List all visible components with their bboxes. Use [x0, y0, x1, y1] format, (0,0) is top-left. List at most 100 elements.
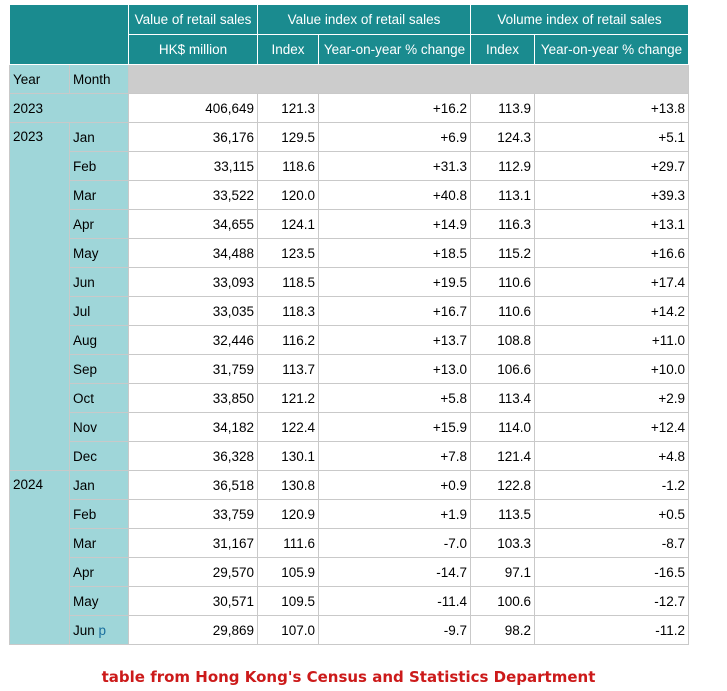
- value-yoy-cell: +13.7: [318, 325, 471, 355]
- volume-index-cell: 122.8: [470, 470, 535, 500]
- header-volume-index-index: Index: [470, 34, 535, 65]
- month-cell: Feb: [69, 499, 129, 529]
- value-index-cell: 122.4: [257, 412, 319, 442]
- header-value-index-index: Index: [257, 34, 319, 65]
- header-value-index: Value index of retail sales: [257, 4, 471, 35]
- table-row: Apr 34,655 124.1 +14.9 116.3 +13.1: [10, 209, 689, 239]
- value-yoy-cell: +1.9: [318, 499, 471, 529]
- month-label: Mar: [73, 535, 97, 551]
- month-label: Apr: [73, 564, 95, 580]
- volume-yoy-cell: +2.9: [534, 383, 689, 413]
- month-label: Feb: [73, 158, 97, 174]
- header-grey-band: [128, 64, 689, 94]
- annual-value-yoy: +16.2: [318, 93, 471, 123]
- month-label: Nov: [73, 419, 98, 435]
- table-caption: table from Hong Kong's Census and Statis…: [101, 668, 596, 686]
- month-cell: Jun p: [69, 615, 129, 645]
- value-cell: 36,518: [128, 470, 258, 500]
- table-row: Nov 34,182 122.4 +15.9 114.0 +12.4: [10, 412, 689, 442]
- volume-yoy-cell: +5.1: [534, 122, 689, 152]
- volume-index-cell: 100.6: [470, 586, 535, 616]
- table-row: Oct 33,850 121.2 +5.8 113.4 +2.9: [10, 383, 689, 413]
- annual-volume-yoy: +13.8: [534, 93, 689, 123]
- volume-index-cell: 106.6: [470, 354, 535, 384]
- table-row-annual: 2023 406,649 121.3 +16.2 113.9 +13.8: [9, 93, 689, 123]
- volume-index-cell: 113.1: [470, 180, 535, 210]
- header-volume-index: Volume index of retail sales: [470, 4, 689, 35]
- month-cell: Feb: [69, 151, 129, 181]
- header-row-groups: Value of retail sales Value index of ret…: [9, 4, 689, 65]
- volume-yoy-cell: +11.0: [534, 325, 689, 355]
- month-cell: Jun: [69, 267, 129, 297]
- volume-yoy-cell: +16.6: [534, 238, 689, 268]
- header-hk-million: HK$ million: [128, 34, 258, 65]
- table-row: Feb 33,115 118.6 +31.3 112.9 +29.7: [10, 151, 689, 181]
- value-yoy-cell: +19.5: [318, 267, 471, 297]
- header-month: Month: [69, 64, 129, 94]
- value-index-cell: 116.2: [257, 325, 319, 355]
- value-yoy-cell: +18.5: [318, 238, 471, 268]
- volume-yoy-cell: +0.5: [534, 499, 689, 529]
- volume-yoy-cell: -11.2: [534, 615, 689, 645]
- value-yoy-cell: -7.0: [318, 528, 471, 558]
- volume-yoy-cell: +13.1: [534, 209, 689, 239]
- header-row-labels: Year Month: [9, 64, 689, 94]
- value-yoy-cell: -14.7: [318, 557, 471, 587]
- month-label: Jan: [73, 477, 95, 493]
- value-index-cell: 109.5: [257, 586, 319, 616]
- volume-yoy-cell: +29.7: [534, 151, 689, 181]
- value-yoy-cell: +7.8: [318, 441, 471, 471]
- volume-index-cell: 98.2: [470, 615, 535, 645]
- value-yoy-cell: +5.8: [318, 383, 471, 413]
- month-label: Sep: [73, 361, 98, 377]
- value-cell: 34,488: [128, 238, 258, 268]
- month-label: Dec: [73, 448, 98, 464]
- value-yoy-cell: -9.7: [318, 615, 471, 645]
- month-cell: Oct: [69, 383, 129, 413]
- value-index-cell: 113.7: [257, 354, 319, 384]
- value-index-cell: 107.0: [257, 615, 319, 645]
- month-label: Feb: [73, 506, 97, 522]
- table-row: Jun p 29,869 107.0 -9.7 98.2 -11.2: [10, 615, 689, 645]
- month-label: Apr: [73, 216, 95, 232]
- provisional-flag: p: [98, 622, 107, 638]
- month-label: Jan: [73, 129, 95, 145]
- volume-index-cell: 121.4: [470, 441, 535, 471]
- value-yoy-cell: +15.9: [318, 412, 471, 442]
- month-cell: Jan: [69, 122, 129, 152]
- volume-index-cell: 124.3: [470, 122, 535, 152]
- table-row: Feb 33,759 120.9 +1.9 113.5 +0.5: [10, 499, 689, 529]
- volume-index-cell: 110.6: [470, 296, 535, 326]
- value-yoy-cell: -11.4: [318, 586, 471, 616]
- volume-index-cell: 110.6: [470, 267, 535, 297]
- month-label: Jun: [73, 622, 95, 638]
- value-cell: 34,655: [128, 209, 258, 239]
- volume-index-cell: 114.0: [470, 412, 535, 442]
- value-cell: 31,167: [128, 528, 258, 558]
- table-row: Jun 33,093 118.5 +19.5 110.6 +17.4: [10, 267, 689, 297]
- value-yoy-cell: +40.8: [318, 180, 471, 210]
- table-row: Mar 31,167 111.6 -7.0 103.3 -8.7: [10, 528, 689, 558]
- volume-index-cell: 103.3: [470, 528, 535, 558]
- month-cell: Jul: [69, 296, 129, 326]
- month-label: Jul: [73, 303, 91, 319]
- month-label: May: [73, 245, 99, 261]
- retail-sales-table: Value of retail sales Value index of ret…: [9, 4, 689, 645]
- table-row: Jul 33,035 118.3 +16.7 110.6 +14.2: [10, 296, 689, 326]
- volume-yoy-cell: +17.4: [534, 267, 689, 297]
- month-label: Aug: [73, 332, 98, 348]
- value-index-cell: 118.3: [257, 296, 319, 326]
- value-index-cell: 130.8: [257, 470, 319, 500]
- annual-value-index: 121.3: [257, 93, 319, 123]
- value-cell: 30,571: [128, 586, 258, 616]
- value-yoy-cell: +14.9: [318, 209, 471, 239]
- value-index-cell: 118.6: [257, 151, 319, 181]
- value-yoy-cell: +6.9: [318, 122, 471, 152]
- annual-value: 406,649: [128, 93, 258, 123]
- table-row: Sep 31,759 113.7 +13.0 106.6 +10.0: [10, 354, 689, 384]
- month-cell: Apr: [69, 209, 129, 239]
- month-label: Jun: [73, 274, 95, 290]
- value-yoy-cell: +31.3: [318, 151, 471, 181]
- volume-yoy-cell: +12.4: [534, 412, 689, 442]
- value-cell: 29,570: [128, 557, 258, 587]
